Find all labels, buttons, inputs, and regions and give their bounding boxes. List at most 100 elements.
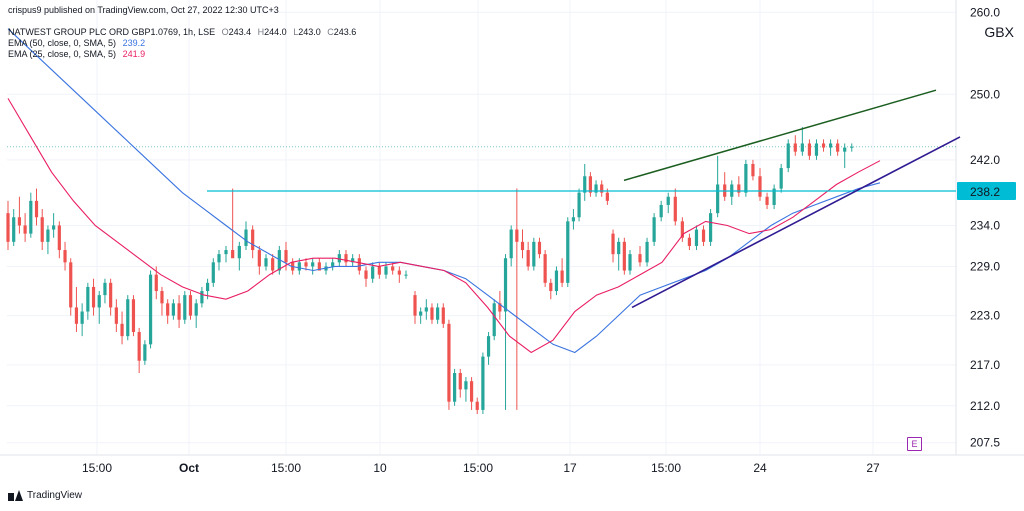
tradingview-logo-icon bbox=[8, 490, 23, 501]
candle-body-up bbox=[183, 295, 187, 320]
x-tick-label: 15:00 bbox=[463, 461, 493, 475]
candle-body-up bbox=[384, 266, 388, 275]
currency-label: GBX bbox=[984, 24, 1014, 40]
candle-body-up bbox=[509, 229, 513, 259]
candle-body-up bbox=[843, 147, 847, 152]
candle-body-down bbox=[687, 237, 692, 246]
x-tick-label: 10 bbox=[373, 461, 387, 475]
candle-body-down bbox=[57, 225, 61, 251]
candle-body-up bbox=[200, 291, 204, 304]
candle-body-up bbox=[277, 250, 281, 271]
candle-body-up bbox=[786, 143, 790, 169]
price-label-value: 238.2 bbox=[970, 185, 1000, 199]
candle-body-down bbox=[40, 217, 44, 242]
candle-body-down bbox=[498, 303, 502, 312]
candle-body-down bbox=[537, 241, 542, 255]
ohlc-low-value: L243.0 bbox=[293, 27, 321, 37]
candle-body-up bbox=[666, 196, 670, 205]
candle-body-up bbox=[126, 299, 130, 337]
candle-body-down bbox=[737, 184, 741, 193]
candle-body-up bbox=[103, 282, 107, 296]
earnings-event-badge[interactable]: E bbox=[907, 437, 922, 451]
candle-body-down bbox=[109, 282, 113, 308]
wedge-upper-trendline bbox=[623, 89, 937, 182]
candle-body-up bbox=[453, 373, 457, 402]
candle-body-down bbox=[257, 250, 261, 267]
candle-body-down bbox=[166, 303, 170, 316]
candle-body-up bbox=[571, 217, 576, 222]
ema50-value: 239.2 bbox=[122, 38, 146, 48]
candle-body-down bbox=[441, 307, 445, 324]
candle-body-down bbox=[680, 221, 684, 238]
ema25-label: EMA (25, close, 0, SMA, 5) bbox=[8, 49, 117, 59]
candle-body-up bbox=[594, 184, 598, 193]
x-tick-label: 15:00 bbox=[651, 461, 681, 475]
candle-body-down bbox=[397, 270, 401, 275]
candle-body-up bbox=[371, 266, 375, 279]
x-tick-label: 27 bbox=[866, 461, 880, 475]
candle-body-up bbox=[532, 241, 536, 267]
ema50-legend-row[interactable]: EMA (50, close, 0, SMA, 5) 239.2 bbox=[8, 38, 145, 49]
x-tick-label: 17 bbox=[563, 461, 577, 475]
candle-body-down bbox=[605, 192, 609, 201]
ohlc-close-value: C243.6 bbox=[327, 27, 357, 37]
candle-body-up bbox=[708, 213, 713, 242]
tradingview-footer[interactable]: TradingView bbox=[8, 490, 82, 501]
candle-body-up bbox=[492, 303, 496, 337]
candle-body-down bbox=[611, 233, 615, 255]
symbol-legend-row[interactable]: NATWEST GROUP PLC ORD GBP1.0769, 1h, LSE… bbox=[8, 27, 356, 38]
candle-body-down bbox=[447, 323, 451, 402]
candle-body-down bbox=[515, 229, 519, 242]
candle-body-up bbox=[404, 274, 408, 276]
candle-body-down bbox=[638, 254, 642, 263]
wedge-lower-trendline bbox=[631, 136, 961, 309]
candle-body-down bbox=[377, 266, 381, 275]
candle-body-up bbox=[503, 258, 508, 312]
candle-body-down bbox=[284, 250, 288, 263]
candle-body-up bbox=[424, 307, 428, 312]
y-tick-label: 212.0 bbox=[970, 399, 1000, 413]
candle-body-up bbox=[351, 258, 355, 263]
candle-body-up bbox=[311, 262, 315, 267]
candle-body-up bbox=[211, 262, 215, 283]
ema50-label: EMA (50, close, 0, SMA, 5) bbox=[8, 38, 117, 48]
candle-body-up bbox=[583, 176, 587, 193]
candle-body-down bbox=[137, 332, 141, 361]
candle-body-up bbox=[194, 303, 198, 316]
candle-body-up bbox=[331, 262, 335, 267]
candle-body-down bbox=[821, 143, 826, 148]
candle-body-up bbox=[171, 303, 175, 316]
candle-body-down bbox=[271, 258, 275, 271]
candle-body-up bbox=[52, 225, 56, 230]
candle-body-up bbox=[244, 229, 248, 246]
candle-body-up bbox=[148, 274, 153, 345]
candle-body-down bbox=[251, 229, 255, 251]
candle-body-down bbox=[154, 274, 158, 292]
y-tick-label: 242.0 bbox=[970, 153, 1000, 167]
candle-body-down bbox=[120, 323, 124, 337]
candle-body-down bbox=[430, 307, 434, 320]
x-tick-label: 15:00 bbox=[271, 461, 301, 475]
candle-body-down bbox=[304, 262, 308, 267]
candle-body-down bbox=[520, 241, 525, 251]
candle-body-down bbox=[673, 196, 677, 222]
candle-body-up bbox=[772, 188, 776, 205]
candle-body-up bbox=[486, 336, 491, 357]
candle-body-down bbox=[793, 143, 797, 152]
candle-body-down bbox=[357, 258, 361, 271]
candle-body-up bbox=[97, 295, 101, 308]
candle-body-up bbox=[554, 270, 559, 292]
candle-body-up bbox=[566, 221, 570, 283]
y-tick-label: 217.0 bbox=[970, 358, 1000, 372]
candle-body-up bbox=[694, 229, 699, 246]
x-tick-label: Oct bbox=[179, 461, 199, 475]
candle-body-down bbox=[91, 286, 96, 308]
candle-body-up bbox=[29, 200, 33, 234]
candle-body-up bbox=[12, 217, 16, 242]
ema25-legend-row[interactable]: EMA (25, close, 0, SMA, 5) 241.9 bbox=[8, 49, 145, 60]
candle-body-down bbox=[549, 282, 553, 292]
candle-body-down bbox=[74, 307, 79, 324]
ema25-line bbox=[7, 98, 881, 354]
publisher-note: crispus9 published on TradingView.com, O… bbox=[8, 5, 279, 15]
